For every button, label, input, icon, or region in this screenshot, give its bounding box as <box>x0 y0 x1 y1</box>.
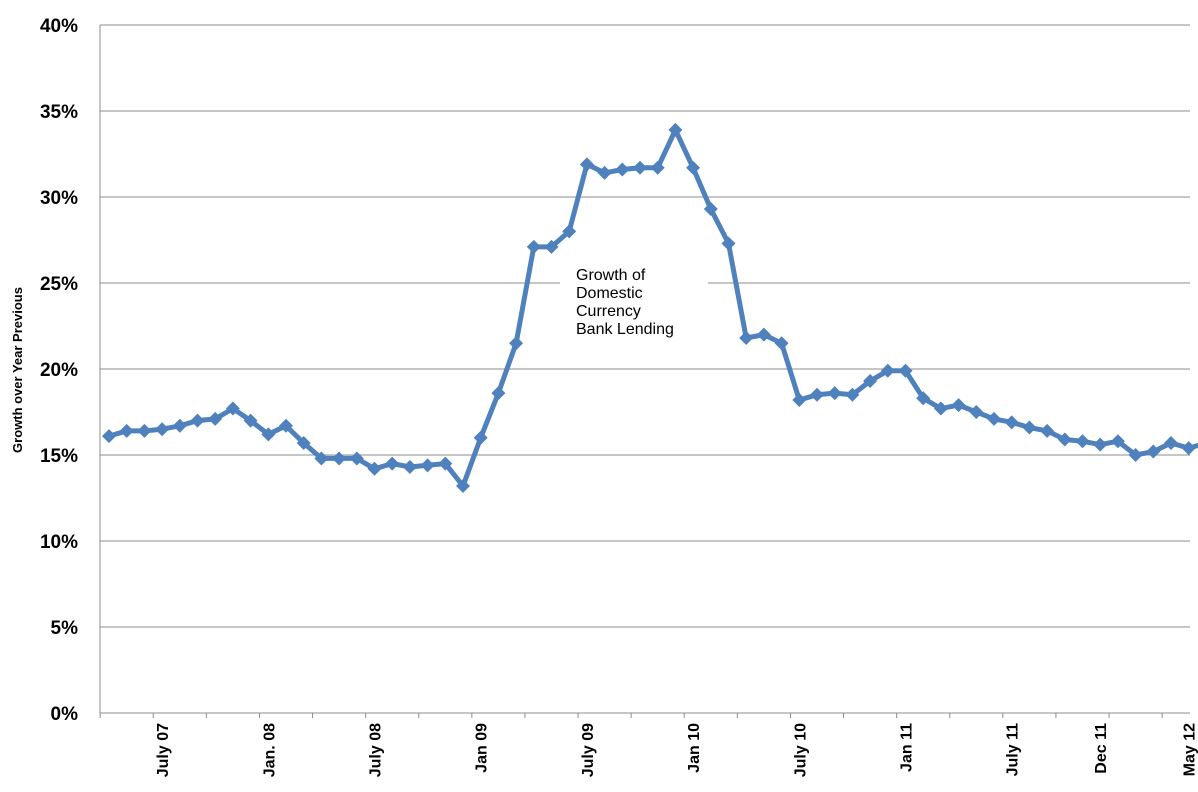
data-point <box>367 461 382 476</box>
data-point <box>279 418 293 433</box>
data-point <box>916 391 931 406</box>
data-point <box>951 398 966 413</box>
data-point <box>668 122 683 137</box>
data-point <box>1040 423 1055 438</box>
data-point <box>1057 432 1072 447</box>
data-point <box>597 165 612 180</box>
y-tick-label: 40% <box>40 16 78 37</box>
annotation-line: Bank Lending <box>576 321 674 338</box>
data-point <box>137 423 152 438</box>
y-axis-label: Growth over Year Previous <box>10 287 25 453</box>
data-point <box>756 327 771 342</box>
data-point <box>650 160 665 175</box>
x-tick-label: Dec 11 <box>1093 723 1110 774</box>
data-point <box>1093 437 1108 452</box>
data-point <box>402 460 417 475</box>
series-group <box>102 122 1198 493</box>
data-point <box>933 401 948 416</box>
data-point <box>172 418 187 433</box>
x-tick-label: July 08 <box>368 723 385 777</box>
y-tick-label: 5% <box>51 618 79 639</box>
data-point <box>261 427 276 442</box>
x-tick-label: July 07 <box>155 723 172 777</box>
y-tick-labels: 0% 5% 10% 15% 20% 25% 30% 35% 40% <box>40 16 78 725</box>
data-point <box>863 374 878 389</box>
data-point <box>491 386 506 401</box>
data-point <box>615 162 630 177</box>
data-point <box>1075 434 1090 449</box>
x-tick-labels: July 07 Jan. 08 July 08 Jan 09 July 09 Jan 10… <box>155 723 1198 777</box>
data-point <box>1004 415 1019 430</box>
y-tick-label: 20% <box>40 360 78 381</box>
data-point <box>155 422 170 437</box>
x-tick-label: July 11 <box>1005 723 1022 776</box>
data-point <box>686 160 701 175</box>
data-point <box>102 429 116 444</box>
data-point <box>1022 420 1037 435</box>
data-point <box>119 423 134 438</box>
data-point <box>739 331 754 346</box>
data-point <box>774 336 789 351</box>
data-point <box>810 387 824 402</box>
annotation-box <box>560 260 708 352</box>
x-tick-label: July 09 <box>580 723 597 777</box>
data-point <box>544 239 559 254</box>
x-tick-label: Jan 09 <box>474 723 491 773</box>
y-tick-label: 0% <box>51 704 79 725</box>
x-tick-label: Jan. 08 <box>261 723 278 777</box>
annotation-line: Domestic <box>576 285 643 302</box>
data-point <box>438 456 453 471</box>
annotation-line: Currency <box>576 303 641 320</box>
data-point <box>526 239 541 254</box>
data-point <box>721 236 736 251</box>
data-point <box>987 411 1001 426</box>
data-point <box>845 387 860 402</box>
data-point <box>243 413 258 428</box>
data-point <box>349 451 364 466</box>
data-point <box>509 336 524 351</box>
data-point <box>633 160 647 175</box>
data-point <box>898 363 913 378</box>
x-tick-label: July 10 <box>792 723 809 777</box>
data-point <box>1181 441 1196 456</box>
y-tick-label: 25% <box>40 274 78 295</box>
data-point <box>190 413 205 428</box>
data-point <box>385 456 400 471</box>
annotation-line: Growth of <box>576 267 646 284</box>
x-tick-label: Jan 11 <box>899 723 916 772</box>
y-tick-label: 30% <box>40 188 78 209</box>
data-point <box>332 451 347 466</box>
data-point <box>579 157 594 172</box>
annotation-background <box>560 260 708 352</box>
y-tick-label: 15% <box>40 446 78 467</box>
axes <box>99 25 1190 718</box>
data-point <box>420 458 435 473</box>
data-point <box>562 224 577 239</box>
data-point <box>1110 434 1125 449</box>
data-point <box>225 401 240 416</box>
data-point <box>827 386 842 401</box>
data-point <box>314 451 329 466</box>
y-tick-label: 10% <box>40 532 78 553</box>
data-point <box>1146 444 1161 459</box>
x-tick-label: May 12 <box>1182 723 1198 776</box>
data-point <box>703 202 718 217</box>
data-point <box>792 392 807 407</box>
data-point <box>1128 448 1143 462</box>
data-point <box>208 411 223 426</box>
data-point <box>473 430 488 445</box>
data-point <box>456 478 470 493</box>
data-point <box>296 435 311 450</box>
data-point <box>969 405 984 419</box>
y-tick-label: 35% <box>40 102 78 123</box>
data-point <box>880 363 895 378</box>
x-tick-label: Jan 10 <box>686 723 703 773</box>
data-point <box>1164 435 1178 450</box>
